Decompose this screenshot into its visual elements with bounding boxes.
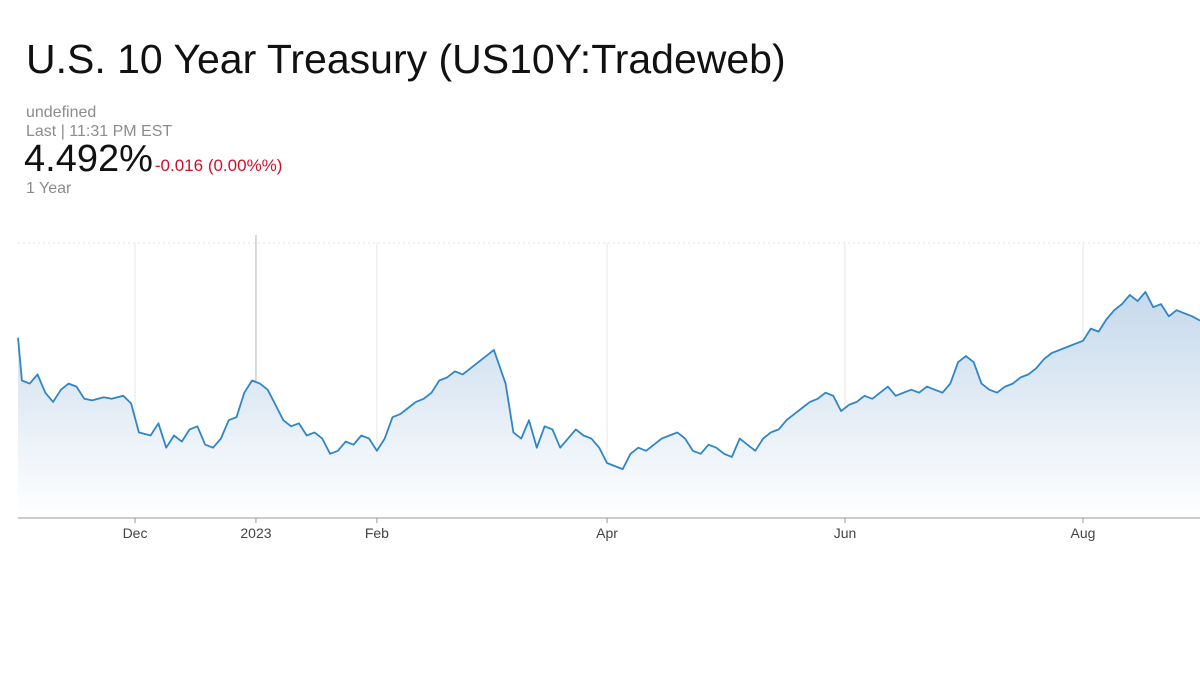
last-updated-label: Last | 11:31 PM EST bbox=[26, 123, 173, 140]
range-label[interactable]: 1 Year bbox=[26, 180, 72, 197]
x-tick-label: Dec bbox=[123, 525, 148, 541]
x-tick-label: Jun bbox=[834, 525, 857, 541]
price-chart-svg[interactable]: Dec 2023 Feb Apr Jun Aug bbox=[0, 225, 1200, 555]
x-tick-label: Apr bbox=[596, 525, 618, 541]
series-line bbox=[17, 291, 1200, 470]
series-area bbox=[18, 291, 1200, 518]
price-change: -0.016 (0.00%%) bbox=[154, 156, 283, 175]
undefined-label: undefined bbox=[26, 104, 97, 121]
x-tick-label: Feb bbox=[365, 525, 389, 541]
price-row: 4.492% -0.016 (0.00%%) bbox=[24, 138, 282, 181]
x-tick-label: Aug bbox=[1071, 525, 1096, 541]
price-chart[interactable]: Dec 2023 Feb Apr Jun Aug bbox=[0, 225, 1200, 555]
price-value: 4.492% bbox=[24, 138, 153, 180]
page-title: U.S. 10 Year Treasury (US10Y:Tradeweb) bbox=[26, 36, 786, 82]
x-tick-label: 2023 bbox=[240, 525, 271, 541]
x-axis-ticks: Dec 2023 Feb Apr Jun Aug bbox=[123, 518, 1096, 541]
